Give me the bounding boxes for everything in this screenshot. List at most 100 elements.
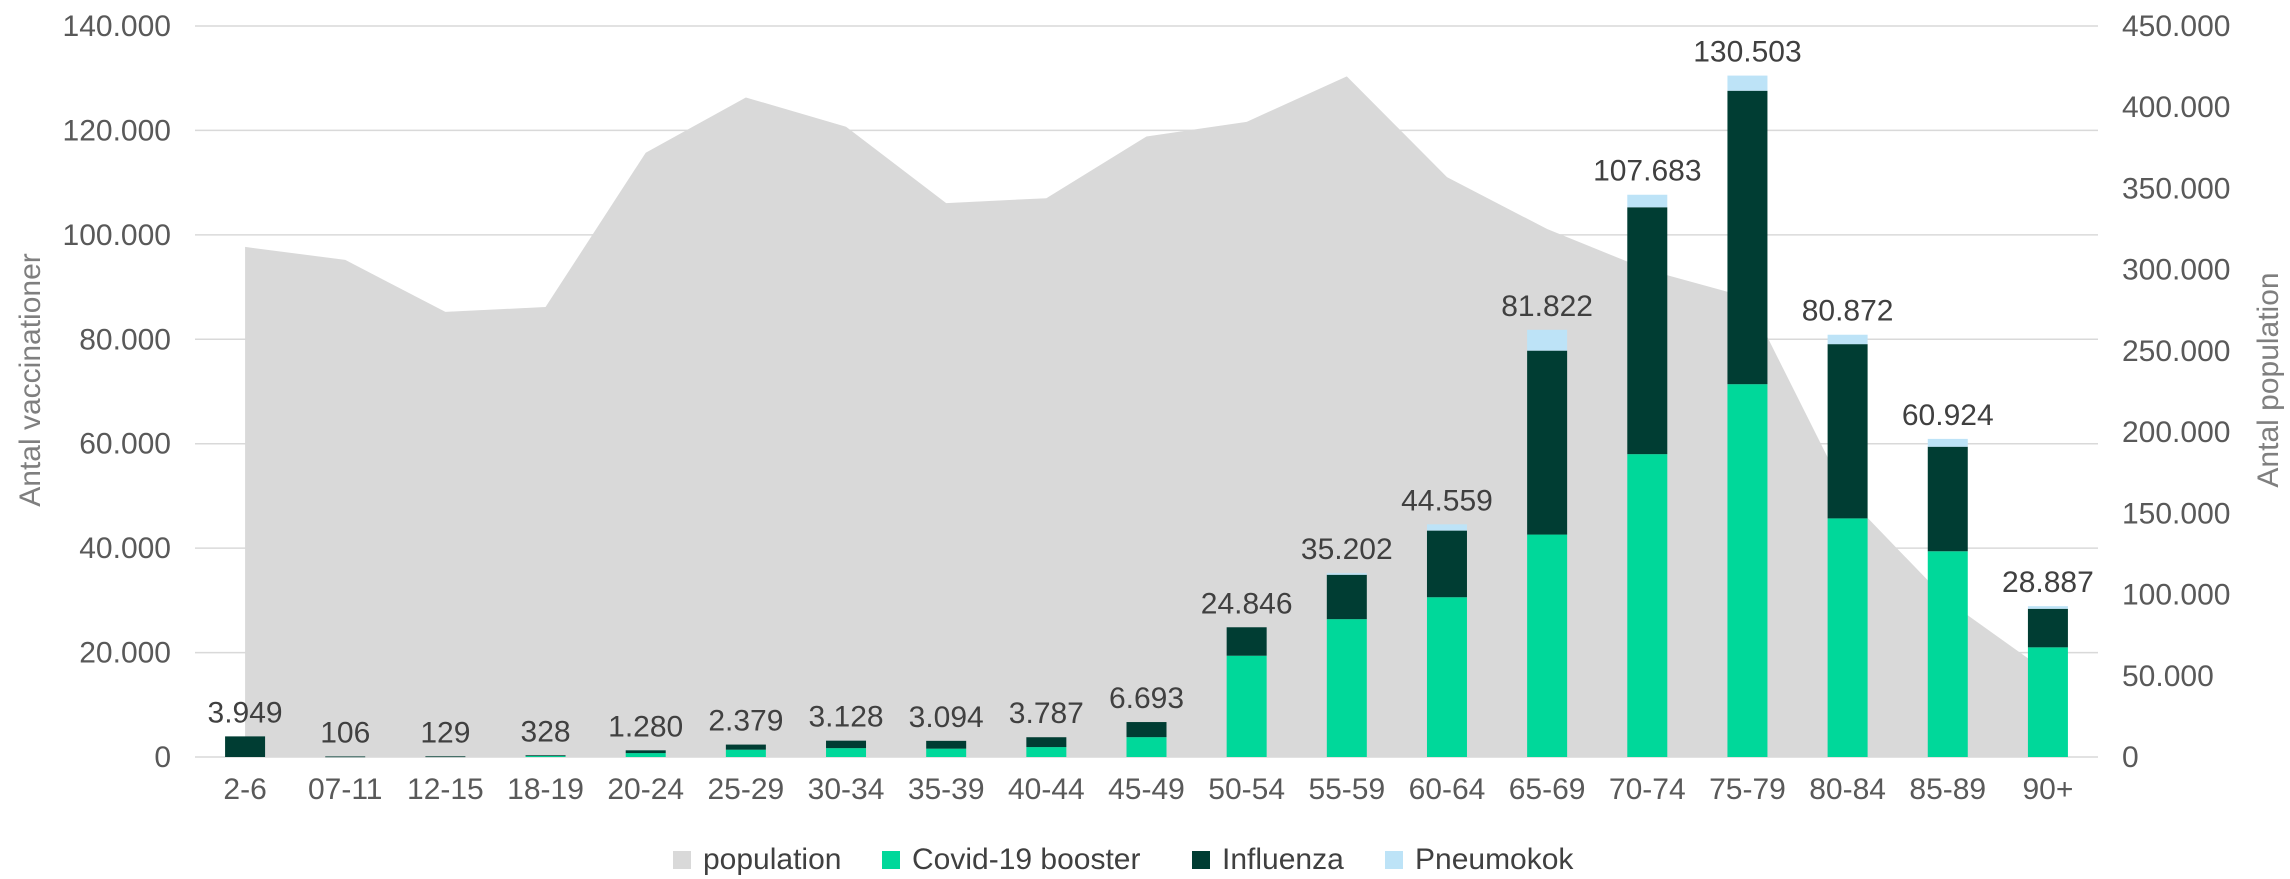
bar-influenza-85-89 bbox=[1927, 446, 1968, 552]
population-area-shape bbox=[245, 76, 2048, 757]
total-label: 328 bbox=[521, 715, 571, 748]
bar-covid-19-booster-30-34 bbox=[826, 748, 867, 757]
bar-covid-19-booster-85-89 bbox=[1927, 551, 1968, 757]
x-tick-label: 80-84 bbox=[1809, 773, 1886, 806]
bar-covid-19-booster-50-54 bbox=[1226, 655, 1267, 757]
x-tick-label: 50-54 bbox=[1208, 773, 1285, 806]
y-tick-label: 120.000 bbox=[63, 114, 171, 147]
x-tick-label: 20-24 bbox=[607, 773, 684, 806]
x-tick-label: 2-6 bbox=[223, 773, 266, 806]
total-label: 3.128 bbox=[808, 701, 883, 734]
bar-pneumokok-90+ bbox=[2027, 606, 2068, 609]
total-label: 24.846 bbox=[1201, 587, 1293, 620]
y2-tick-label: 400.000 bbox=[2122, 91, 2230, 124]
bar-pneumokok-70-74 bbox=[1627, 194, 1668, 208]
x-tick-label: 30-34 bbox=[808, 773, 885, 806]
total-label: 2.379 bbox=[708, 705, 783, 738]
bar-covid-19-booster-20-24 bbox=[625, 753, 666, 757]
legend-swatch-population bbox=[673, 851, 691, 869]
y2-axis-title: Antal population bbox=[2252, 272, 2285, 487]
x-tick-label: 07-11 bbox=[308, 773, 383, 806]
legend-label-population: population bbox=[703, 843, 841, 876]
bar-pneumokok-55-59 bbox=[1326, 573, 1367, 575]
legend-swatch-influenza bbox=[1192, 851, 1210, 869]
bar-influenza-60-64 bbox=[1426, 530, 1467, 598]
x-tick-label: 70-74 bbox=[1609, 773, 1686, 806]
total-label: 44.559 bbox=[1401, 484, 1493, 517]
total-label: 60.924 bbox=[1902, 399, 1994, 432]
bar-pneumokok-75-79 bbox=[1727, 75, 1768, 91]
legend-label-pneumokok: Pneumokok bbox=[1415, 843, 1574, 876]
bar-influenza-75-79 bbox=[1727, 90, 1768, 385]
x-tick-label: 60-64 bbox=[1409, 773, 1486, 806]
bar-covid-19-booster-55-59 bbox=[1326, 619, 1367, 757]
bar-pneumokok-60-64 bbox=[1426, 524, 1467, 531]
bar-covid-19-booster-70-74 bbox=[1627, 454, 1668, 757]
total-label: 106 bbox=[320, 716, 370, 749]
total-label: 3.787 bbox=[1009, 697, 1084, 730]
y2-tick-label: 300.000 bbox=[2122, 254, 2230, 287]
y2-tick-label: 250.000 bbox=[2122, 335, 2230, 368]
total-label: 6.693 bbox=[1109, 682, 1184, 715]
bar-influenza-07-11 bbox=[325, 756, 366, 758]
bar-influenza-12-15 bbox=[425, 756, 466, 758]
x-tick-label: 18-19 bbox=[507, 773, 584, 806]
bar-covid-19-booster-60-64 bbox=[1426, 597, 1467, 757]
bar-influenza-18-19 bbox=[525, 755, 566, 757]
legend-label-influenza: Influenza bbox=[1222, 843, 1344, 876]
bar-covid-19-booster-25-29 bbox=[725, 749, 766, 757]
bar-covid-19-booster-75-79 bbox=[1727, 384, 1768, 757]
total-label: 3.949 bbox=[208, 696, 283, 729]
y-tick-label: 140.000 bbox=[63, 10, 171, 43]
bar-influenza-45-49 bbox=[1126, 722, 1167, 738]
bar-covid-19-booster-35-39 bbox=[926, 748, 967, 757]
x-tick-label: 40-44 bbox=[1008, 773, 1085, 806]
bar-pneumokok-85-89 bbox=[1927, 438, 1968, 447]
bar-influenza-65-69 bbox=[1527, 350, 1568, 535]
legend-swatch-pneumokok bbox=[1385, 851, 1403, 869]
total-label: 1.280 bbox=[608, 710, 683, 743]
x-tick-label: 55-59 bbox=[1308, 773, 1385, 806]
x-tick-label: 35-39 bbox=[908, 773, 985, 806]
total-label: 28.887 bbox=[2002, 566, 2094, 599]
y2-tick-label: 100.000 bbox=[2122, 579, 2230, 612]
bar-covid-19-booster-80-84 bbox=[1827, 518, 1868, 757]
x-tick-label: 45-49 bbox=[1108, 773, 1185, 806]
bar-covid-19-booster-45-49 bbox=[1126, 737, 1167, 757]
y2-tick-label: 200.000 bbox=[2122, 416, 2230, 449]
total-label: 107.683 bbox=[1593, 155, 1701, 188]
y-tick-label: 0 bbox=[154, 741, 171, 774]
bar-influenza-2-6 bbox=[225, 736, 266, 757]
bar-influenza-90+ bbox=[2027, 608, 2068, 648]
bar-influenza-55-59 bbox=[1326, 574, 1367, 620]
y2-tick-label: 0 bbox=[2122, 741, 2139, 774]
bar-influenza-20-24 bbox=[625, 750, 666, 754]
bar-pneumokok-80-84 bbox=[1827, 334, 1868, 345]
bar-influenza-70-74 bbox=[1627, 207, 1668, 455]
bar-covid-19-booster-18-19 bbox=[525, 755, 566, 757]
x-tick-label: 65-69 bbox=[1509, 773, 1586, 806]
y-tick-label: 80.000 bbox=[79, 323, 171, 356]
legend-swatch-covid-19-booster bbox=[882, 851, 900, 869]
bar-influenza-30-34 bbox=[826, 740, 867, 749]
bar-influenza-35-39 bbox=[926, 740, 967, 749]
y-tick-label: 40.000 bbox=[79, 532, 171, 565]
total-label: 129 bbox=[420, 716, 470, 749]
legend: population Covid-19 booster Influenza Pneum… bbox=[673, 843, 1574, 876]
y2-tick-label: 450.000 bbox=[2122, 10, 2230, 43]
x-tick-label: 12-15 bbox=[407, 773, 484, 806]
total-label: 35.202 bbox=[1301, 533, 1393, 566]
x-tick-label: 25-29 bbox=[708, 773, 785, 806]
total-label: 3.094 bbox=[909, 701, 984, 734]
total-label: 130.503 bbox=[1693, 36, 1801, 69]
legend-label-covid-19-booster: Covid-19 booster bbox=[912, 843, 1140, 876]
bar-influenza-50-54 bbox=[1226, 627, 1267, 656]
y-axis-title: Antal vaccinationer bbox=[14, 253, 47, 506]
bar-influenza-40-44 bbox=[1026, 737, 1067, 748]
total-label: 81.822 bbox=[1501, 290, 1593, 323]
y-tick-label: 100.000 bbox=[63, 219, 171, 252]
x-tick-label: 90+ bbox=[2022, 773, 2073, 806]
bar-influenza-25-29 bbox=[725, 744, 766, 750]
